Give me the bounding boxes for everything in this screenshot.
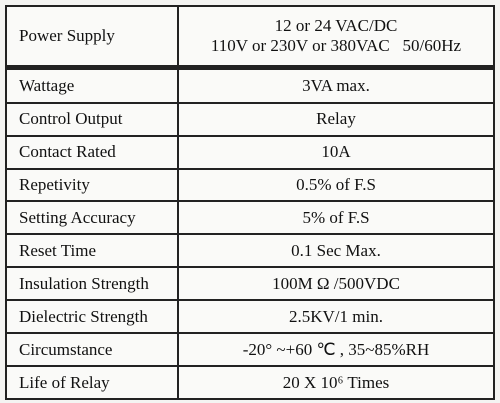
value-line: 2.5KV/1 min.: [289, 306, 383, 326]
value-line: 10A: [321, 142, 351, 162]
spec-row: Circumstance -20° ~+60 ℃ , 35~85%RH: [5, 332, 495, 368]
spec-row: Setting Accuracy 5% of F.S: [5, 200, 495, 236]
spec-label: Control Output: [5, 101, 179, 137]
spec-value: 0.5% of F.S: [177, 167, 495, 203]
value-line: 5% of F.S: [302, 207, 370, 227]
value-line: Relay: [316, 109, 356, 129]
spec-row: Power Supply 12 or 24 VAC/DC 110V or 230V …: [5, 5, 495, 70]
spec-value: 10A: [177, 134, 495, 170]
spec-value: 0.1 Sec Max.: [177, 233, 495, 269]
spec-value: 100M Ω /500VDC: [177, 266, 495, 302]
spec-row: Reset Time 0.1 Sec Max.: [5, 233, 495, 269]
spec-row: Wattage 3VA max.: [5, 66, 495, 104]
spec-table-wrap: Power Supply 12 or 24 VAC/DC 110V or 230V …: [5, 5, 495, 400]
spec-body: Power Supply 12 or 24 VAC/DC 110V or 230V …: [5, 5, 495, 400]
spec-label: Setting Accuracy: [5, 200, 179, 236]
spec-label: Dielectric Strength: [5, 299, 179, 335]
spec-value: 20 X 10⁶ Times: [177, 365, 495, 400]
spec-label: Wattage: [5, 66, 179, 104]
value-line: 20 X 10⁶ Times: [282, 372, 390, 392]
spec-row: Contact Rated 10A: [5, 134, 495, 170]
value-line: 0.1 Sec Max.: [291, 240, 381, 260]
spec-label: Circumstance: [5, 332, 179, 368]
spec-row: Control Output Relay: [5, 101, 495, 137]
value-line: 100M Ω /500VDC: [272, 273, 400, 293]
value-line: -20° ~+60 ℃ , 35~85%RH: [242, 339, 430, 359]
value-line: 0.5% of F.S: [296, 174, 376, 194]
spec-table: Power Supply 12 or 24 VAC/DC 110V or 230V …: [5, 5, 495, 400]
spec-value: 5% of F.S: [177, 200, 495, 236]
value-line: 12 or 24 VAC/DC: [274, 16, 398, 35]
spec-value: 12 or 24 VAC/DC 110V or 230V or 380VAC 50…: [177, 5, 495, 70]
spec-label: Contact Rated: [5, 134, 179, 170]
spec-row: Insulation Strength 100M Ω /500VDC: [5, 266, 495, 302]
spec-label: Reset Time: [5, 233, 179, 269]
spec-value: 2.5KV/1 min.: [177, 299, 495, 335]
spec-value: -20° ~+60 ℃ , 35~85%RH: [177, 332, 495, 368]
spec-value: 3VA max.: [177, 66, 495, 104]
spec-label: Insulation Strength: [5, 266, 179, 302]
spec-row: Life of Relay 20 X 10⁶ Times: [5, 365, 495, 400]
spec-row: Repetivity 0.5% of F.S: [5, 167, 495, 203]
value-line: 110V or 230V or 380VAC 50/60Hz: [210, 36, 462, 55]
spec-label: Life of Relay: [5, 365, 179, 400]
value-line: 3VA max.: [302, 75, 370, 95]
spec-label: Repetivity: [5, 167, 179, 203]
spec-row: Dielectric Strength 2.5KV/1 min.: [5, 299, 495, 335]
spec-value: Relay: [177, 101, 495, 137]
spec-label: Power Supply: [5, 5, 179, 70]
